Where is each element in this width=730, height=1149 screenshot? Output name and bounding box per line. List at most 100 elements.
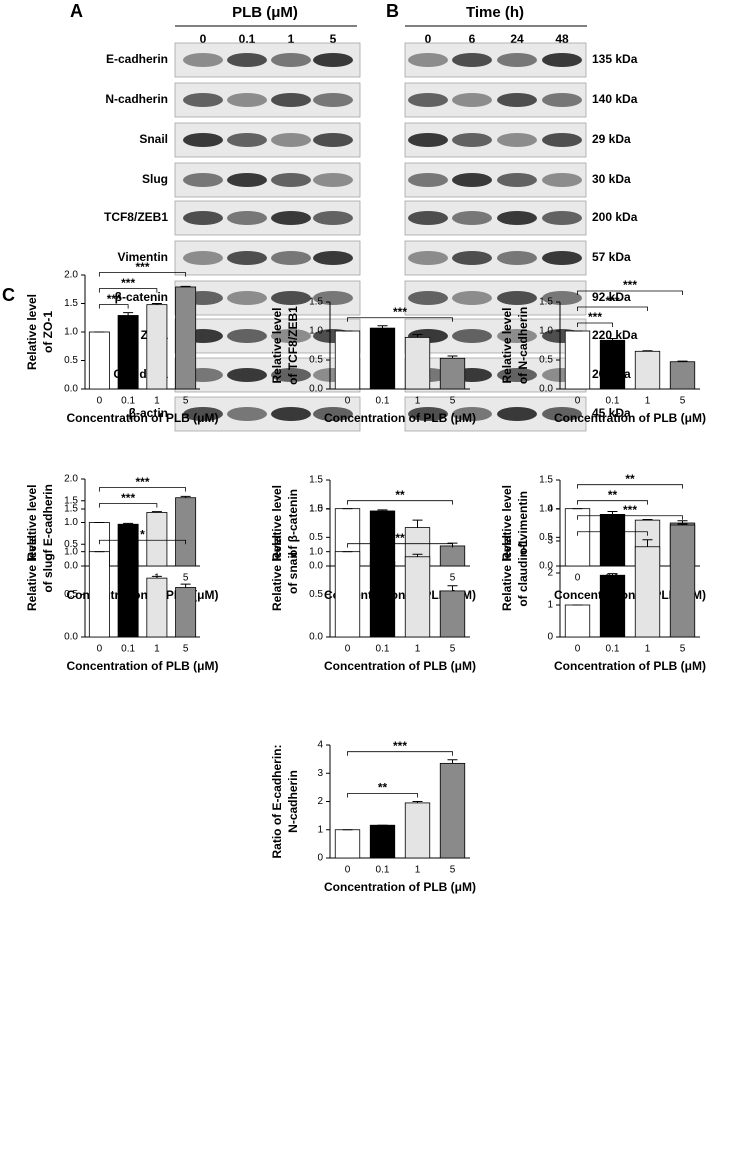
blot-band: [497, 53, 537, 67]
significance-label: **: [608, 488, 618, 502]
error-bar: [607, 511, 618, 515]
blot-band: [542, 93, 582, 107]
x-axis-label: Concentration of PLB (μM): [554, 659, 706, 673]
bar: [404, 336, 431, 390]
blot-band: [271, 368, 311, 382]
x-axis-label: Concentration of PLB (μM): [324, 411, 476, 425]
y-tick-label: 3: [317, 768, 323, 779]
blot-band: [227, 53, 267, 67]
bar: [117, 560, 139, 638]
y-tick-label: 0.0: [539, 384, 553, 395]
significance-label: ***: [135, 475, 149, 489]
x-tick-label: 1: [415, 644, 421, 655]
x-tick-label: 5: [183, 644, 189, 655]
blot-band: [183, 407, 223, 421]
x-tick-label: 5: [680, 396, 686, 407]
error-bar: [447, 759, 458, 764]
significance-label: ***: [393, 739, 407, 753]
bar: [334, 330, 361, 390]
blot-band: [271, 291, 311, 305]
y-tick-label: 0.5: [64, 589, 78, 600]
blot-box: [174, 162, 361, 198]
x-tick-label: 5: [680, 644, 686, 655]
blot-band: [408, 251, 448, 265]
y-tick-label: 0.0: [64, 384, 78, 395]
significance-label: **: [625, 472, 635, 486]
y-tick-label: 4: [317, 740, 323, 751]
y-tick-label: 0.5: [539, 355, 553, 366]
lane-label: 0: [425, 32, 432, 46]
bar: [564, 604, 591, 638]
y-tick-label: 0.0: [539, 561, 553, 572]
y-tick-label: 0.5: [309, 532, 323, 543]
x-tick-label: 1: [415, 396, 421, 407]
x-tick-label: 0: [97, 644, 103, 655]
blot-band: [227, 211, 267, 225]
blot-band: [313, 211, 353, 225]
blot-band: [542, 251, 582, 265]
blot-band: [313, 133, 353, 147]
significance-label: ***: [588, 310, 602, 324]
blot-band: [227, 291, 267, 305]
error-bar: [123, 522, 134, 525]
bar: [117, 315, 139, 390]
y-tick-label: 3: [547, 536, 553, 547]
blot-band: [271, 407, 311, 421]
y-tick-label: 0: [317, 853, 323, 864]
blot-band: [497, 211, 537, 225]
significance-label: ***: [135, 260, 149, 274]
y-axis-label: of E-cadherin: [41, 484, 55, 561]
significance-label: ***: [107, 292, 121, 306]
lane-label: 1: [288, 32, 295, 46]
blot-band: [271, 53, 311, 67]
blot-band: [497, 368, 537, 382]
y-axis-label: Relative level: [500, 307, 514, 383]
x-axis-label: Concentration of PLB (μM): [67, 659, 219, 673]
error-bar: [377, 509, 388, 511]
x-tick-label: 5: [183, 573, 189, 584]
significance-bracket: [577, 515, 683, 520]
bar: [146, 304, 168, 390]
y-tick-label: 0.0: [309, 384, 323, 395]
significance-bracket: [577, 531, 648, 536]
bar: [88, 551, 110, 638]
blot-band: [313, 291, 353, 305]
y-tick-label: 1.0: [64, 327, 78, 338]
bar: [634, 546, 661, 638]
bar: [599, 339, 626, 390]
x-tick-label: 0.1: [606, 644, 620, 655]
x-tick-label: 5: [450, 865, 456, 876]
bar: [175, 497, 197, 567]
significance-bracket: [577, 290, 683, 295]
bar: [599, 514, 626, 567]
y-axis-label: Relative level: [270, 535, 284, 611]
significance-bracket: [98, 272, 187, 277]
bar: [404, 802, 431, 859]
blot-band: [497, 291, 537, 305]
y-tick-label: 1.0: [309, 546, 323, 557]
blot-band: [271, 93, 311, 107]
blot-band: [542, 291, 582, 305]
error-bar: [412, 553, 423, 557]
blot-band: [408, 211, 448, 225]
bar: [439, 357, 466, 390]
y-axis-label: Relative level: [25, 294, 39, 370]
significance-label: **: [395, 531, 405, 545]
protein-label: N-cadherin: [105, 92, 168, 106]
blot-band: [313, 251, 353, 265]
blot-band: [452, 251, 492, 265]
significance-label: **: [378, 781, 388, 795]
x-tick-label: 1: [154, 396, 160, 407]
y-tick-label: 1.5: [309, 475, 323, 486]
y-tick-label: 0.5: [309, 355, 323, 366]
y-tick-label: 1.0: [539, 326, 553, 337]
lane-label: 0: [200, 32, 207, 46]
error-bar: [677, 360, 688, 362]
bar: [88, 331, 110, 390]
panel-label: C: [2, 285, 15, 305]
y-tick-label: 4: [547, 504, 553, 515]
bar: [404, 556, 431, 638]
error-bar: [607, 338, 618, 341]
blot-band: [271, 251, 311, 265]
